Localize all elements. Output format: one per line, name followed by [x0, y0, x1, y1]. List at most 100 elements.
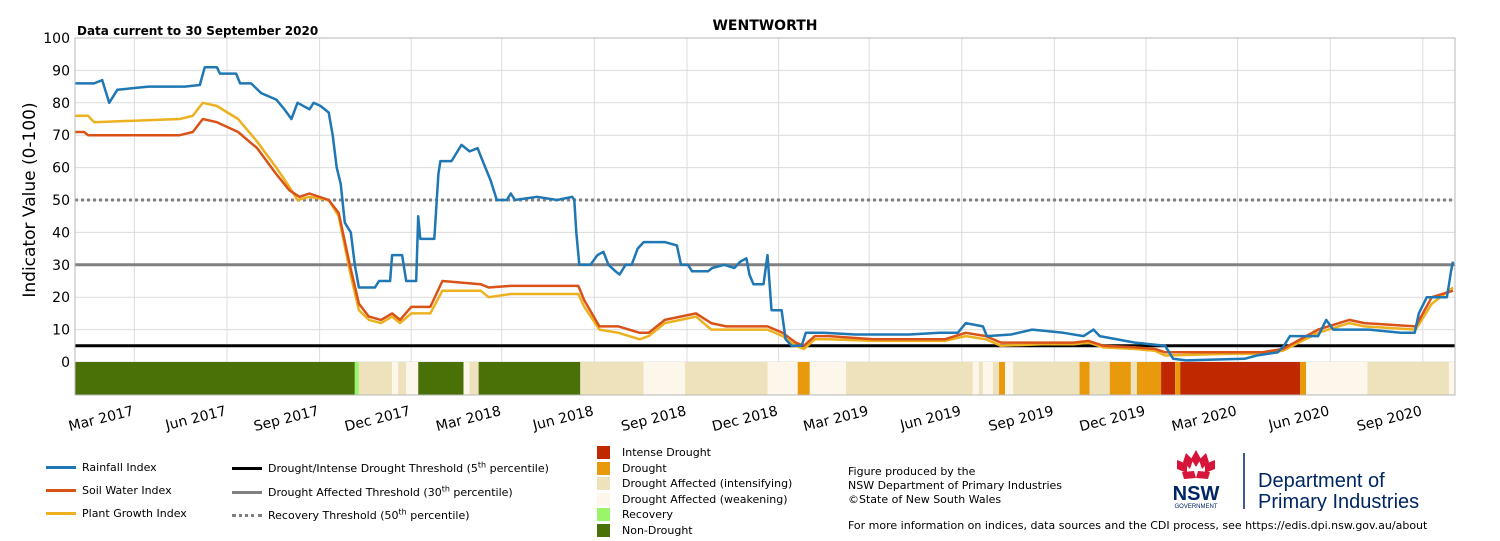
legend-item-non-drought: Non-Drought: [597, 524, 693, 537]
phase-band: [684, 362, 768, 395]
legend-label: Plant Growth Index: [82, 507, 187, 520]
legend-label: Recovery Threshold (50th percentile): [268, 507, 470, 522]
legend-swatch: [597, 446, 610, 459]
phase-band: [354, 362, 359, 395]
phase-band: [75, 362, 355, 395]
legend-item-drought: Drought: [597, 462, 667, 475]
phase-band: [392, 362, 399, 395]
credits: Figure produced by the NSW Department of…: [848, 465, 1062, 507]
y-tick-label: 50: [52, 193, 70, 209]
legend-swatch: [232, 467, 262, 470]
legend-label: Soil Water Index: [82, 484, 172, 497]
legend-swatch: [597, 493, 610, 506]
phase-band: [1089, 362, 1110, 395]
phase-band: [982, 362, 993, 395]
chart-title: WENTWORTH: [712, 18, 817, 34]
legend-swatch: [597, 477, 610, 490]
y-tick-label: 20: [52, 290, 70, 306]
phase-band: [1130, 362, 1137, 395]
logo-nsw: NSW: [1173, 483, 1220, 505]
waratah-icon: [1177, 450, 1215, 479]
phase-band: [643, 362, 685, 395]
x-tick-label: Jun 2020: [1266, 403, 1331, 434]
logo-government: GOVERNMENT: [1174, 504, 1217, 510]
legend-item-affected-weakening: Drought Affected (weakening): [597, 493, 788, 506]
x-tick-label: Jun 2019: [898, 403, 963, 434]
x-tick-label: Mar 2019: [802, 403, 870, 435]
nsw-government-logo: NSW GOVERNMENT Department of Primary Ind…: [1173, 450, 1419, 511]
legend-label: Drought: [622, 462, 667, 475]
legend-swatch: [232, 491, 262, 494]
phase-band: [978, 362, 983, 395]
phase-band: [1013, 362, 1080, 395]
more-info-link-text: For more information on indices, data so…: [848, 519, 1428, 532]
phase-bands: [75, 362, 1455, 395]
phase-band: [992, 362, 1000, 395]
phase-band: [1161, 362, 1176, 395]
phase-band: [463, 362, 470, 395]
logo-dept-line-1: Department of: [1258, 470, 1385, 492]
phase-band: [1109, 362, 1131, 395]
legend-label: Non-Drought: [622, 524, 693, 537]
legend-item-soil-water: Soil Water Index: [46, 484, 172, 497]
y-tick-label: 70: [52, 128, 70, 144]
legend-label: Drought Affected (intensifying): [622, 477, 793, 490]
phase-band: [469, 362, 479, 395]
series-line-rainfall-index: [75, 65, 1455, 362]
legend-swatch: [46, 512, 76, 515]
legend-item-affected-threshold: Drought Affected Threshold (30th percent…: [232, 484, 513, 499]
legend-item-intense-drought: Intense Drought: [597, 446, 711, 459]
x-tick-label: Mar 2017: [67, 403, 135, 435]
phase-band: [797, 362, 810, 395]
legend-label: Recovery: [622, 508, 674, 521]
x-tick-label: Mar 2018: [434, 403, 502, 435]
y-tick-label: 60: [52, 161, 70, 177]
phase-band: [767, 362, 798, 395]
x-tick-label: Sep 2019: [987, 403, 1055, 435]
legend-item-affected-intensifying: Drought Affected (intensifying): [597, 477, 792, 490]
logo-dept-line-2: Primary Industries: [1258, 491, 1419, 511]
plot-frame: [74, 37, 1456, 396]
legend-label: Rainfall Index: [82, 461, 157, 474]
phase-band: [1175, 362, 1181, 395]
x-tick-label: Sep 2017: [252, 403, 320, 435]
phase-band: [846, 362, 973, 395]
phase-band: [1180, 362, 1300, 395]
legend-item-rainfall: Rainfall Index: [46, 461, 157, 474]
phase-band: [358, 362, 393, 395]
legend-item-plant-growth: Plant Growth Index: [46, 507, 187, 520]
legend-swatch: [232, 514, 262, 517]
legend-swatch: [46, 466, 76, 469]
y-axis-label: Indicator Value (0-100): [20, 102, 40, 297]
phase-band: [398, 362, 407, 395]
y-tick-label: 100: [43, 31, 70, 47]
phase-band: [406, 362, 419, 395]
series-line-plant-growth-index: [75, 101, 1454, 357]
y-tick-label: 30: [52, 258, 70, 274]
legend-label: Drought Affected Threshold (30th percent…: [268, 484, 513, 499]
series-lines: [75, 65, 1455, 362]
x-tick-label: Dec 2017: [343, 403, 412, 435]
y-tick-label: 0: [61, 355, 70, 371]
phase-band: [1306, 362, 1368, 395]
phase-band: [1299, 362, 1307, 395]
legend-label: Intense Drought: [622, 446, 711, 459]
y-tick-label: 40: [52, 225, 70, 241]
phase-band: [1367, 362, 1449, 395]
x-tick-label: Mar 2020: [1170, 403, 1238, 435]
phase-band: [478, 362, 581, 395]
legend-swatch: [46, 489, 76, 492]
legend-swatch: [597, 462, 610, 475]
phase-band: [580, 362, 644, 395]
x-tick-label: Dec 2018: [711, 403, 780, 435]
legend-item-recovery-threshold: Recovery Threshold (50th percentile): [232, 507, 470, 522]
x-tick-label: Sep 2018: [620, 403, 688, 435]
phase-band: [972, 362, 979, 395]
x-tick-label: Jun 2018: [530, 403, 595, 434]
series-line-soil-water-index: [75, 117, 1454, 354]
x-tick-label: Dec 2019: [1078, 403, 1147, 435]
chart-subtitle: Data current to 30 September 2020: [77, 24, 318, 38]
x-tick-label: Jun 2017: [163, 403, 228, 434]
phase-band: [1136, 362, 1162, 395]
phase-band: [1448, 362, 1455, 395]
